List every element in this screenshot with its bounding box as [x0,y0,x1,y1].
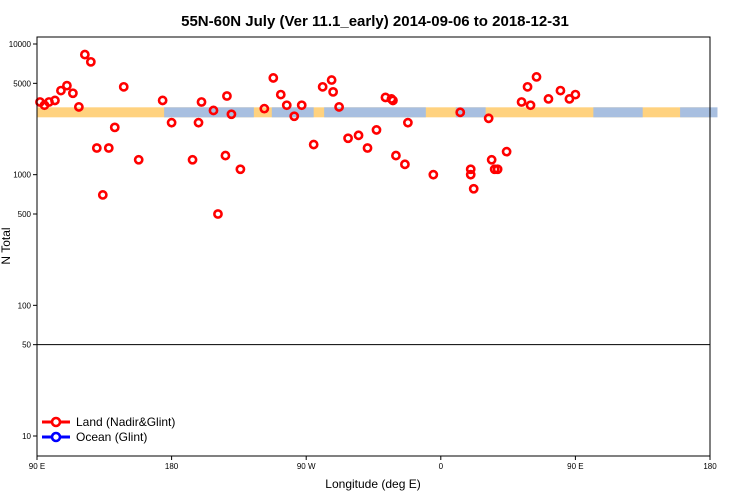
land-point [296,100,307,111]
land-point [187,154,198,165]
land-point [543,94,554,104]
land-point [289,111,300,122]
land-point [235,164,246,175]
land-point [492,164,503,175]
land-point [362,143,373,153]
band-ocean [593,107,643,118]
land-point [400,159,410,170]
y-tick-label: 500 [18,210,32,219]
plot-frame [36,36,711,457]
y-tick-label: 1000 [13,171,31,180]
legend: Land (Nadir&Glint) Ocean (Glint) [42,415,175,444]
y-axis: 10 50 100 500 1000 5000 10000 [9,40,37,441]
legend-land-label: Land (Nadir&Glint) [76,415,175,429]
band-ocean [324,107,426,118]
y-tick-label: 5000 [13,79,31,88]
data-points [35,49,581,219]
land-point [275,89,286,100]
land-point [483,113,494,124]
land-point [455,107,466,118]
x-axis-label: Longitude (deg E) [325,477,420,491]
land-point [109,122,120,133]
land-point [67,88,78,99]
land-point [268,73,279,83]
land-point [465,164,476,175]
x-tick-label: 90 E [567,462,583,471]
land-point [317,81,328,92]
land-point [468,183,479,194]
land-point [103,143,114,153]
x-axis: 90 E 180 90 W 0 90 E 180 [29,456,717,471]
land-point [118,81,129,92]
legend-ocean-marker [50,431,62,443]
land-point [193,117,204,128]
chart-title: 55N-60N July (Ver 11.1_early) 2014-09-06… [181,13,569,30]
land-point [308,139,319,150]
land-point [326,75,337,85]
legend-land-marker [50,416,62,428]
land-point [220,150,231,161]
land-point [353,130,364,141]
land-point [328,86,339,97]
legend-ocean-label: Ocean (Glint) [76,430,147,444]
land-point [73,102,84,112]
land-point [391,150,401,161]
land-point [91,143,102,153]
band-ocean [680,107,718,118]
x-tick-label: 90 E [29,462,45,471]
land-point [570,89,581,100]
y-tick-label: 10000 [9,40,32,49]
land-point [85,56,96,67]
land-point [259,103,270,114]
land-point [564,94,575,104]
y-axis-label: N Total [0,227,13,264]
land-point [97,190,108,200]
land-point [62,80,72,91]
land-point [133,154,144,165]
land-point [402,117,413,128]
x-tick-label: 180 [165,462,179,471]
x-tick-label: 180 [703,462,717,471]
y-tick-label: 50 [22,341,31,350]
x-tick-label: 0 [439,462,444,471]
land-point [388,95,398,106]
land-point [428,169,439,180]
land-point [79,49,90,60]
land-point [522,81,533,92]
land-point [343,133,353,144]
band-ocean [455,107,486,118]
land-point [50,95,60,106]
land-point [371,125,382,135]
land-point [226,109,237,120]
land-point [56,85,66,96]
land-point [516,97,527,107]
land-point [501,146,512,157]
land-point [222,91,232,101]
y-tick-label: 100 [18,301,32,310]
land-point [208,105,219,116]
land-point [196,97,207,107]
land-point [555,85,566,96]
land-point [525,100,536,111]
y-tick-label: 10 [22,432,31,441]
land-point [213,209,223,219]
land-point [465,169,476,180]
land-ocean-band [37,107,718,118]
land-point [157,95,168,106]
x-tick-label: 90 W [297,462,316,471]
land-point [281,100,292,111]
land-point [334,102,345,112]
land-point [531,72,542,82]
land-point [486,154,497,165]
land-point [166,117,177,128]
